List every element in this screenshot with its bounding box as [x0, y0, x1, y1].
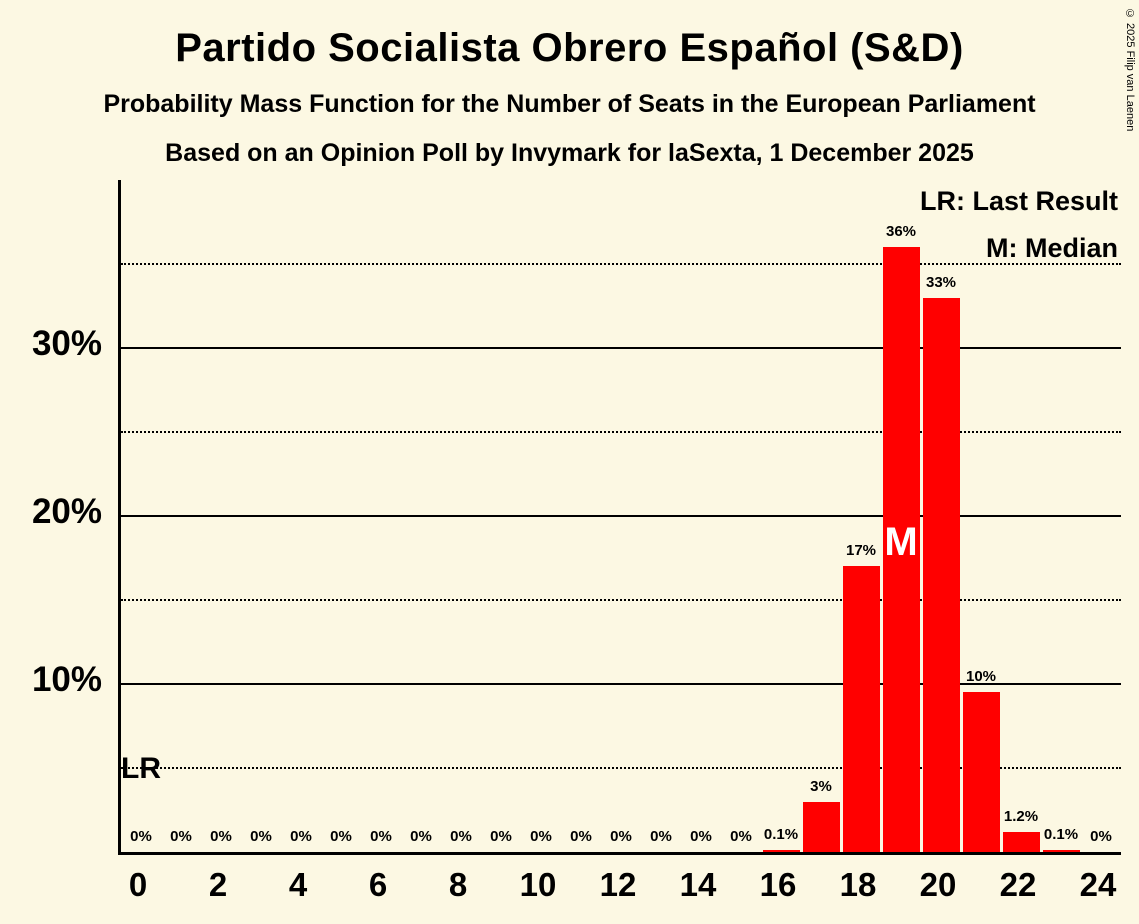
bar-seat-16	[762, 850, 800, 852]
y-axis-label-30pct: 30%	[31, 324, 102, 363]
legend-last-result: LR: Last Result	[919, 186, 1118, 216]
bar-value-label-seat-15: 0%	[730, 828, 752, 845]
bar-value-label-seat-20: 33%	[925, 274, 957, 291]
bar-seat-23	[1042, 850, 1080, 852]
x-axis-label-16: 16	[759, 866, 797, 903]
bar-seat-21	[962, 692, 1000, 852]
y-axis-label-10pct: 10%	[31, 660, 102, 699]
gridline-solid-30pct	[121, 347, 1121, 349]
bar-value-label-seat-3: 0%	[250, 828, 272, 845]
x-axis-label-4: 4	[288, 866, 308, 903]
bar-seat-17	[802, 802, 840, 852]
bar-value-label-seat-4: 0%	[290, 828, 312, 845]
gridline-dotted-15pct	[121, 599, 1121, 601]
bar-seat-20	[922, 298, 960, 852]
copyright-notice: © 2025 Filip van Laenen	[1124, 8, 1136, 132]
bar-value-label-seat-21: 10%	[965, 668, 997, 685]
x-axis-label-24: 24	[1079, 866, 1117, 903]
x-axis-label-14: 14	[679, 866, 717, 903]
page-title: Partido Socialista Obrero Español (S&D)	[175, 26, 964, 70]
x-axis-label-2: 2	[208, 866, 228, 903]
bar-value-label-seat-6: 0%	[370, 828, 392, 845]
bar-value-label-seat-9: 0%	[490, 828, 512, 845]
gridline-solid-20pct	[121, 515, 1121, 517]
bar-value-label-seat-17: 3%	[810, 778, 832, 795]
x-axis-label-20: 20	[919, 866, 957, 903]
last-result-marker: LR	[121, 752, 161, 785]
bar-value-label-seat-12: 0%	[610, 828, 632, 845]
bar-value-label-seat-14: 0%	[690, 828, 712, 845]
x-axis-label-10: 10	[519, 866, 557, 903]
gridline-solid-10pct	[121, 683, 1121, 685]
x-axis-label-22: 22	[999, 866, 1037, 903]
bar-value-label-seat-13: 0%	[650, 828, 672, 845]
legend-median: M: Median	[986, 233, 1118, 263]
bar-seat-19	[882, 247, 920, 852]
gridline-dotted-35pct	[121, 263, 1121, 265]
bar-seat-18	[842, 566, 880, 852]
x-axis-label-12: 12	[599, 866, 637, 903]
gridline-dotted-25pct	[121, 431, 1121, 433]
bar-value-label-seat-0: 0%	[130, 828, 152, 845]
bar-value-label-seat-19: 36%	[885, 223, 917, 240]
bar-value-label-seat-2: 0%	[210, 828, 232, 845]
bar-value-label-seat-22: 1.2%	[1003, 808, 1039, 825]
bar-value-label-seat-5: 0%	[330, 828, 352, 845]
chart-subtitle: Probability Mass Function for the Number…	[103, 90, 1036, 118]
chart-poll-source: Based on an Opinion Poll by Invymark for…	[165, 139, 974, 167]
plot-area: 0% 0% 0% 0% 0% 0% 0% 0% 0% 0% 0% 0% 0% 0% 0% 0% 0.1% 3% 17…	[118, 180, 1121, 855]
bar-value-label-seat-23: 0.1%	[1043, 826, 1079, 843]
bar-value-label-seat-24: 0%	[1090, 828, 1112, 845]
bar-value-label-seat-18: 17%	[845, 542, 877, 559]
median-marker: M	[884, 520, 918, 564]
bar-value-label-seat-1: 0%	[170, 828, 192, 845]
x-axis-label-0: 0	[128, 866, 148, 903]
x-axis-label-6: 6	[368, 866, 388, 903]
bar-value-label-seat-16: 0.1%	[763, 826, 799, 843]
bar-value-label-seat-7: 0%	[410, 828, 432, 845]
x-axis-label-8: 8	[448, 866, 468, 903]
bar-seat-22	[1002, 832, 1040, 852]
gridline-dotted-5pct	[121, 767, 1121, 769]
bar-value-label-seat-10: 0%	[530, 828, 552, 845]
bar-value-label-seat-8: 0%	[450, 828, 472, 845]
bar-value-label-seat-11: 0%	[570, 828, 592, 845]
y-axis-label-20pct: 20%	[31, 492, 102, 531]
x-axis-label-18: 18	[839, 866, 877, 903]
